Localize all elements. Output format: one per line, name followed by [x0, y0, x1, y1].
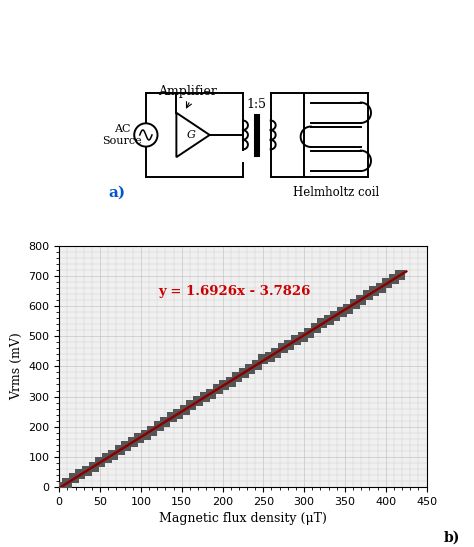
- Point: [168, 413, 176, 422]
- Point: [194, 397, 202, 406]
- Point: [57, 482, 64, 491]
- Point: [77, 469, 84, 478]
- Text: b): b): [443, 530, 460, 544]
- Point: [377, 284, 385, 293]
- Point: [331, 311, 339, 320]
- Point: [286, 341, 293, 350]
- Point: [136, 434, 143, 443]
- Point: [371, 287, 378, 295]
- Point: [96, 457, 104, 466]
- Point: [240, 369, 247, 377]
- Text: a): a): [109, 186, 126, 200]
- X-axis label: Magnetic flux density (μT): Magnetic flux density (μT): [159, 512, 327, 525]
- Point: [122, 442, 130, 451]
- Point: [338, 307, 346, 316]
- Point: [64, 479, 71, 487]
- Point: [162, 418, 169, 427]
- Point: [305, 329, 313, 337]
- Point: [103, 453, 110, 462]
- Point: [299, 333, 306, 342]
- Point: [312, 323, 319, 332]
- Point: [253, 360, 261, 369]
- Point: [266, 352, 273, 361]
- Point: [260, 355, 267, 364]
- Point: [390, 275, 398, 284]
- Point: [325, 316, 332, 324]
- Text: Helmholtz coil: Helmholtz coil: [292, 187, 379, 199]
- Point: [220, 381, 228, 389]
- Bar: [304, 94, 368, 177]
- Point: [188, 400, 195, 409]
- Point: [83, 467, 91, 475]
- Text: AC
Source: AC Source: [102, 124, 142, 146]
- Point: [181, 406, 189, 415]
- Point: [142, 430, 150, 439]
- Point: [319, 319, 326, 328]
- Point: [351, 300, 358, 309]
- Point: [109, 450, 117, 459]
- Point: [357, 295, 365, 304]
- Point: [148, 427, 156, 435]
- Point: [273, 348, 280, 357]
- Point: [116, 446, 123, 455]
- Point: [155, 422, 163, 430]
- Point: [70, 474, 78, 483]
- Point: [292, 336, 300, 345]
- Point: [174, 410, 182, 418]
- Point: [233, 373, 241, 381]
- Text: G: G: [187, 130, 196, 140]
- Point: [214, 385, 221, 394]
- Point: [246, 364, 254, 373]
- Text: Amplifier: Amplifier: [158, 85, 217, 97]
- Point: [345, 304, 352, 313]
- Point: [90, 462, 97, 471]
- Text: y = 1.6926x - 3.7826: y = 1.6926x - 3.7826: [159, 284, 311, 298]
- Point: [279, 344, 287, 352]
- Point: [364, 290, 372, 299]
- Point: [129, 438, 137, 447]
- Point: [383, 278, 391, 287]
- Text: 1:5: 1:5: [247, 98, 267, 110]
- Point: [397, 271, 404, 280]
- Y-axis label: Vrms (mV): Vrms (mV): [10, 333, 23, 400]
- Point: [227, 377, 235, 386]
- Point: [201, 393, 209, 401]
- Point: [207, 389, 215, 398]
